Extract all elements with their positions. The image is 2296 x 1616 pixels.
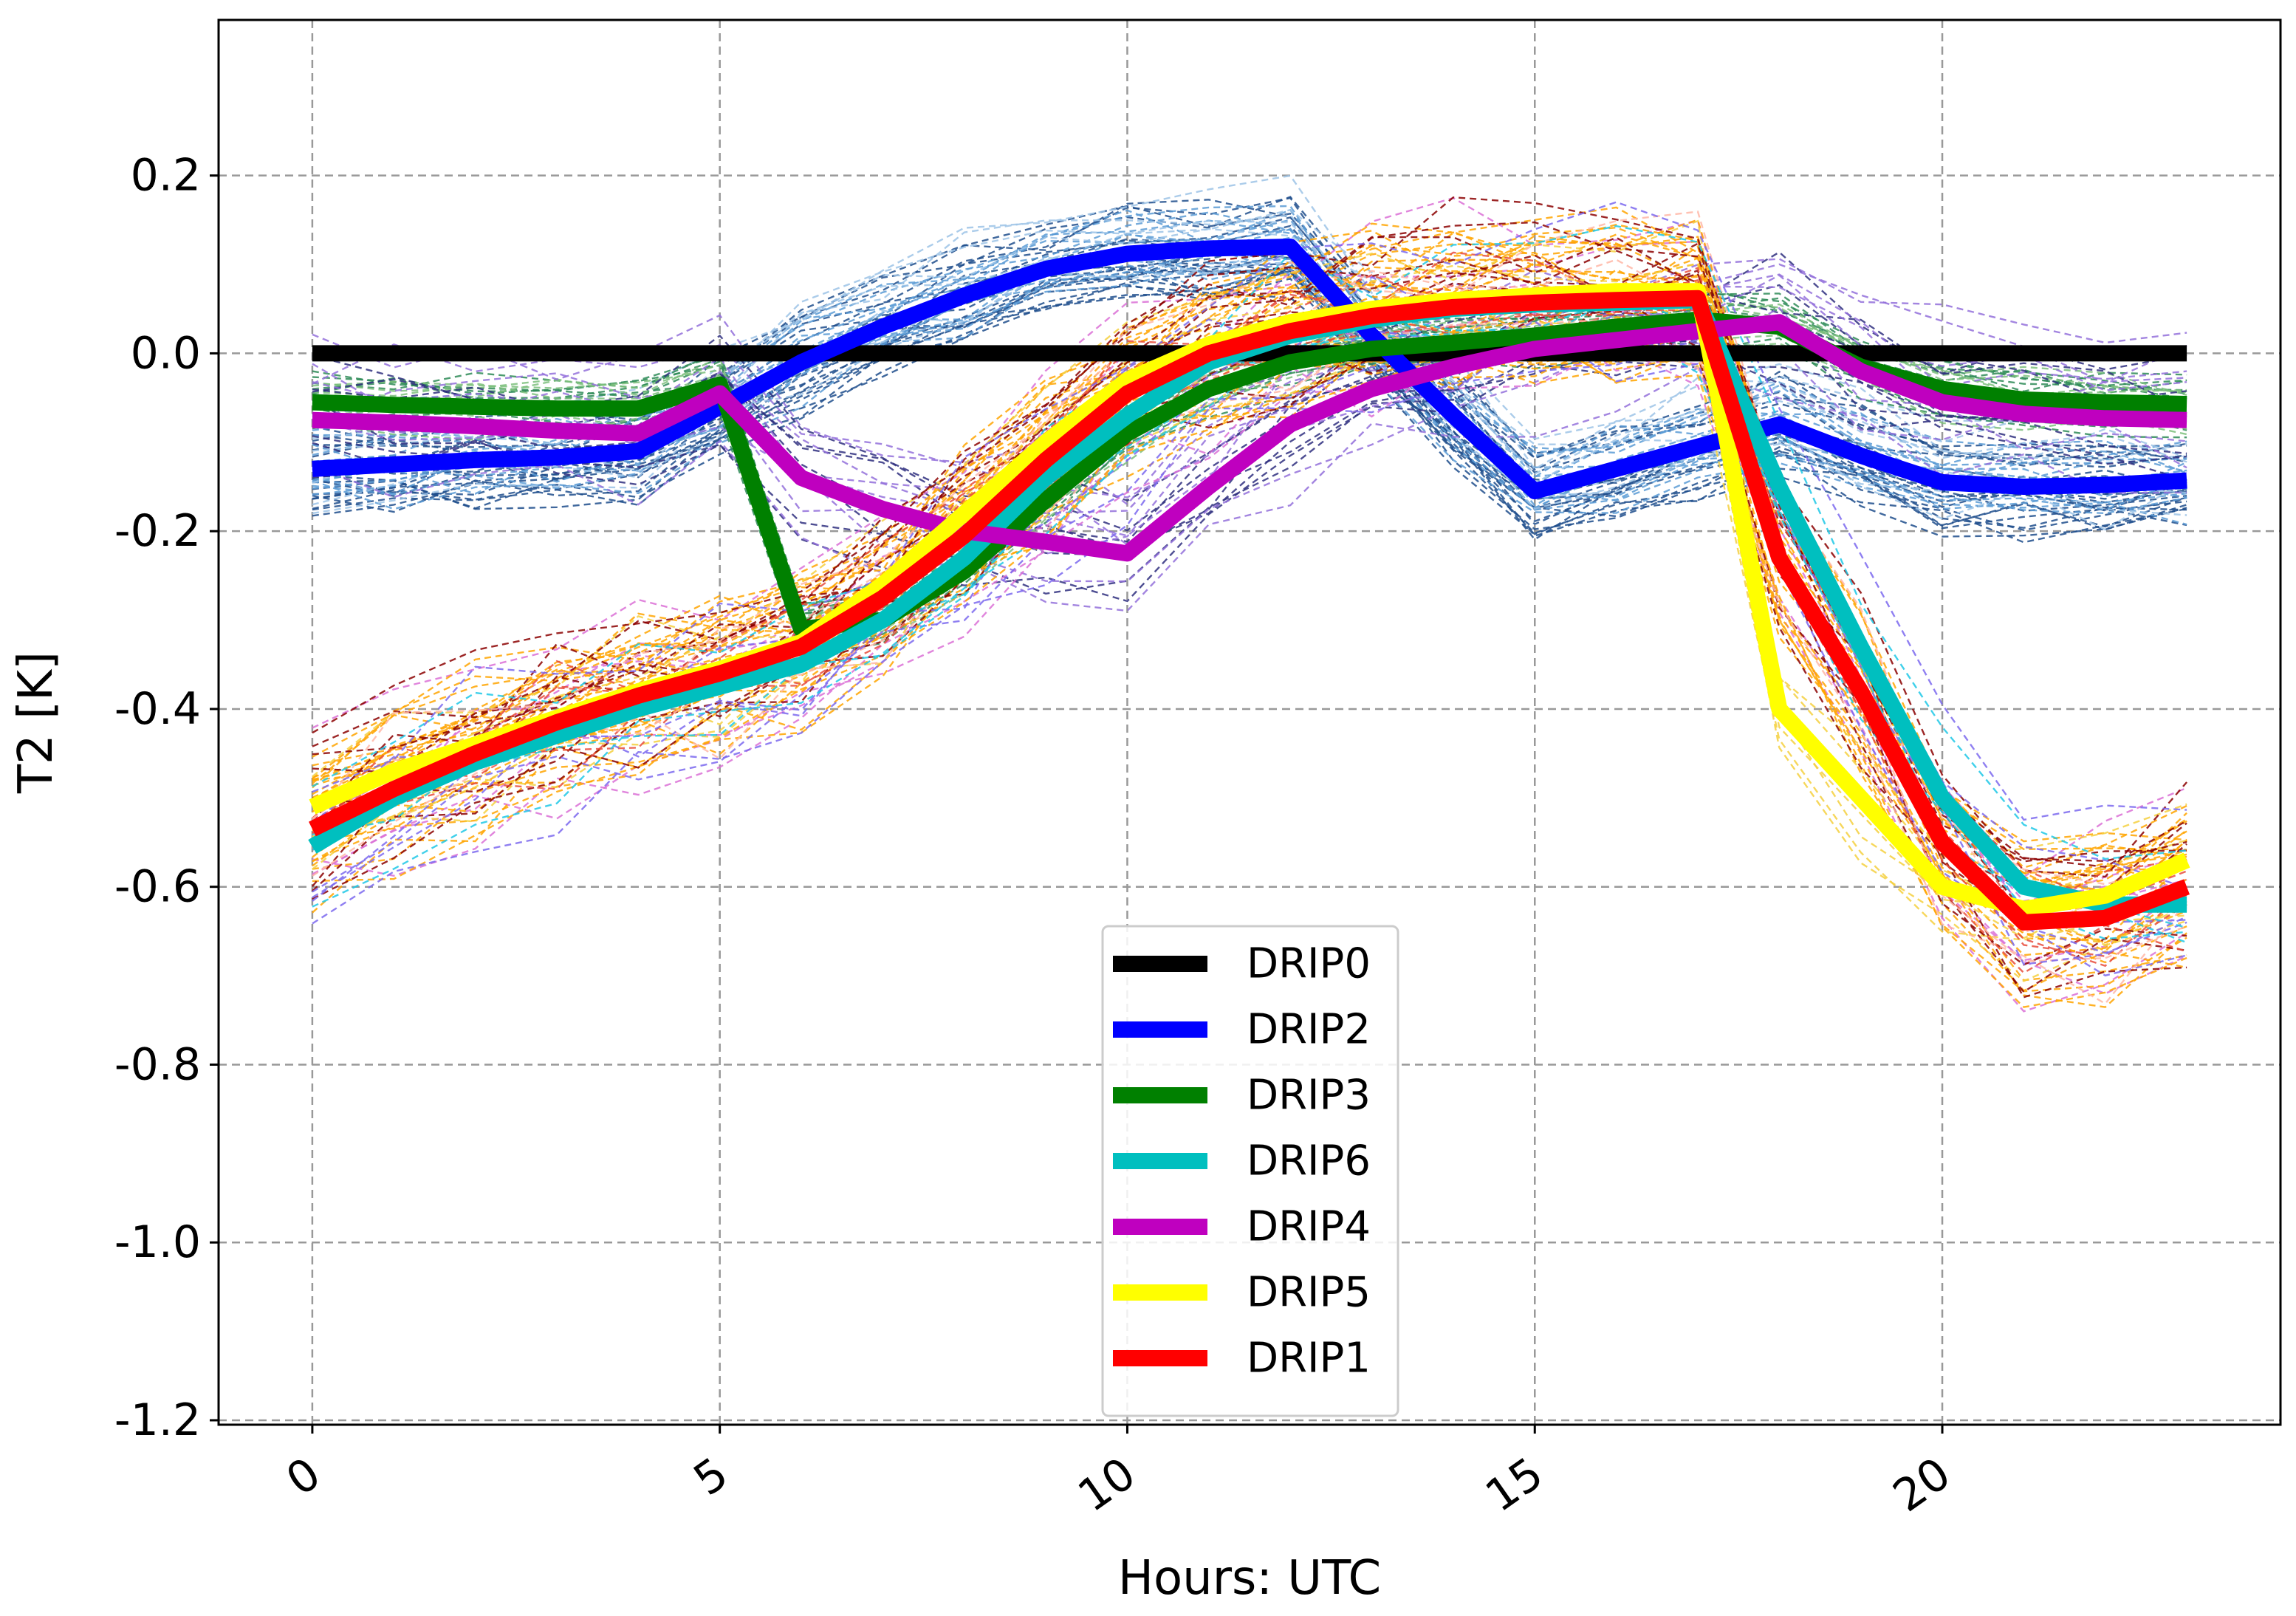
y-tick-label: -0.8: [114, 1038, 201, 1090]
ensemble-line: [312, 246, 2187, 510]
ensemble-line: [312, 251, 2187, 515]
ensemble-line: [312, 334, 2187, 941]
ensemble-line: [312, 219, 2187, 483]
ensemble-line: [312, 196, 2187, 878]
ensemble-line: [312, 196, 2187, 460]
x-tick-label: 15: [1476, 1448, 1552, 1522]
ensemble-line: [312, 254, 2187, 516]
ensemble-line: [312, 270, 2187, 535]
ensemble-line: [312, 240, 2187, 913]
ensemble-line: [312, 196, 2188, 878]
ensemble-line: [312, 239, 2187, 491]
ensemble-line: [312, 338, 2187, 977]
ensemble-line: [312, 253, 2187, 511]
plot-frame: [217, 18, 2282, 1426]
x-tick-label: 20: [1884, 1448, 1960, 1522]
y-tick-label: 0.0: [131, 327, 201, 379]
ensemble-line: [312, 258, 2187, 506]
y-axis-label: T2 [K]: [9, 651, 64, 794]
series-line-drip4: [312, 314, 2187, 562]
ensemble-line: [312, 342, 2187, 642]
legend-label-drip6: DRIP6: [1247, 1137, 1371, 1185]
y-tick-label: -0.4: [114, 683, 201, 735]
ensemble-line: [312, 336, 2187, 992]
ensemble-line: [312, 296, 2187, 944]
series-lines: [308, 239, 2190, 931]
y-tick-label: -1.2: [114, 1394, 201, 1446]
ensemble-line: [312, 196, 2187, 467]
ensemble-line: [312, 345, 2187, 1013]
y-tick-label: -0.2: [114, 505, 201, 557]
ensemble-line: [311, 293, 2187, 966]
ensemble-line: [312, 258, 2187, 509]
x-axis-label: Hours: UTC: [1118, 1551, 1381, 1606]
ensemble-line: [312, 314, 2187, 924]
ensemble-line: [312, 348, 2187, 603]
legend-label-drip2: DRIP2: [1247, 1006, 1371, 1054]
ensemble-line: [312, 319, 2187, 999]
legend-label-drip4: DRIP4: [1247, 1203, 1371, 1251]
ensemble-line: [312, 330, 2187, 993]
ensemble-line: [312, 320, 2187, 965]
x-tick-label: 10: [1069, 1448, 1145, 1522]
ensemble-line: [312, 312, 2187, 610]
ensemble-line: [312, 205, 2187, 471]
ensemble-line: [311, 210, 2187, 886]
ensemble-line: [312, 219, 2187, 874]
legend-label-drip1: DRIP1: [1247, 1335, 1371, 1383]
legend-label-drip0: DRIP0: [1247, 940, 1371, 988]
ensemble-line: [312, 326, 2187, 944]
ensemble-line: [312, 357, 2187, 595]
ensemble-line: [312, 261, 2187, 531]
ensemble-line: [312, 201, 2187, 821]
series-line-drip1: [309, 290, 2190, 931]
ensemble-line: [312, 219, 2187, 859]
y-tick-label: -1.0: [114, 1216, 201, 1268]
legend-label-drip5: DRIP5: [1247, 1269, 1371, 1317]
ensemble-line: [312, 199, 2187, 454]
ensemble-line: [312, 261, 2187, 512]
ensemble-line: [312, 174, 2187, 446]
ensemble-line: [312, 326, 2187, 557]
ensemble-line: [312, 270, 2187, 529]
ensemble-line: [312, 213, 2187, 462]
y-tick-label: 0.2: [131, 150, 201, 202]
ensemble-line: [312, 354, 2187, 1008]
x-tick-label: 5: [685, 1448, 737, 1506]
ensemble-line: [312, 230, 2187, 889]
ensemble-line: [312, 315, 2187, 964]
legend: DRIP0 DRIP2 DRIP3 DRIP6 DRIP4 DRIP5 DRIP1: [1101, 925, 1399, 1417]
y-tick-label: -0.6: [114, 861, 201, 913]
legend-label-drip3: DRIP3: [1247, 1072, 1371, 1120]
x-tick-label: 0: [277, 1448, 329, 1506]
ensemble-line: [312, 304, 2187, 954]
series-line-drip2: [312, 239, 2187, 499]
ensemble-line: [312, 337, 2187, 653]
ensemble-line: [312, 262, 2187, 907]
ensemble-line: [312, 366, 2187, 612]
